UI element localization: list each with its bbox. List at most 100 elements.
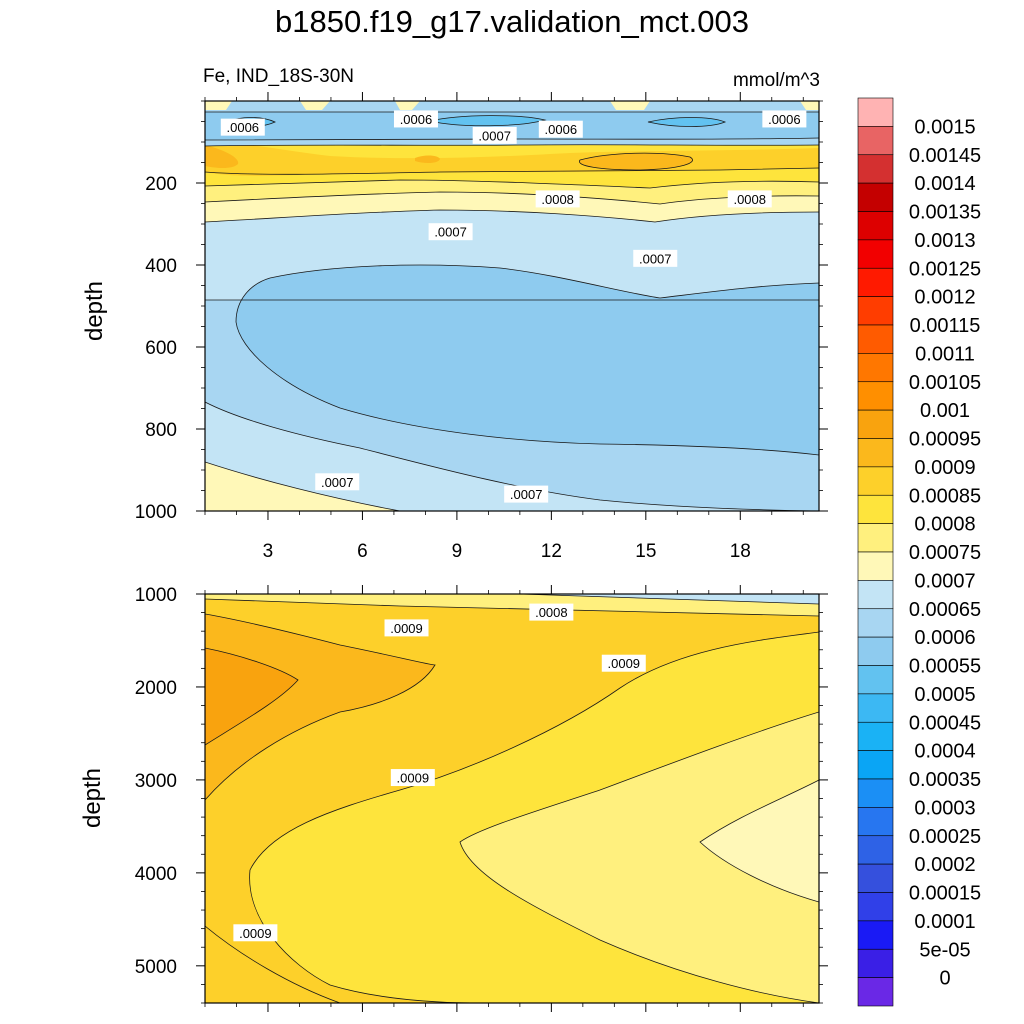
fill-lower-top-080 bbox=[205, 594, 819, 616]
contour-label-bg bbox=[393, 110, 438, 128]
colorbar-swatch-0 bbox=[857, 97, 894, 127]
y-tick-label-0-3: 800 bbox=[145, 420, 177, 441]
cline-lower-2 bbox=[205, 598, 819, 617]
units-label: mmol/m^3 bbox=[732, 70, 820, 91]
y-tick-label-1-2: 3000 bbox=[135, 771, 177, 792]
contour-label-0-6: .0008 bbox=[727, 190, 772, 208]
upper-y-axis-title: depth bbox=[81, 281, 108, 341]
contour-label-bg bbox=[428, 223, 473, 241]
cline-lower-6 bbox=[459, 711, 819, 1003]
colorbar-swatch-20 bbox=[857, 665, 894, 695]
y-tick-label-0-4: 1000 bbox=[135, 502, 177, 523]
contour-label-1-4: .0009 bbox=[233, 924, 278, 942]
colorbar-label-3: 0.00135 bbox=[909, 202, 981, 224]
upper-axis-ticks: 3 6 9 12 15 18 200 400 600 800 1000 bbox=[135, 92, 828, 562]
cline-upper-16 bbox=[647, 117, 727, 127]
lower-contour-fills bbox=[205, 594, 819, 1003]
upper-contour-fills bbox=[205, 101, 819, 511]
colorbar-swatch-1 bbox=[857, 126, 894, 156]
y-tick-label-0-1: 400 bbox=[145, 256, 177, 277]
fill-upper-blob-095c bbox=[415, 155, 440, 164]
contour-label-bg bbox=[233, 924, 278, 942]
contour-label-bg bbox=[472, 126, 517, 144]
contour-label-text: .0007 bbox=[434, 225, 467, 240]
contour-label-text: .0007 bbox=[321, 475, 354, 490]
contour-label-0-8: .0007 bbox=[633, 249, 678, 267]
contour-label-text: .0009 bbox=[608, 656, 641, 671]
contour-label-0-7: .0007 bbox=[428, 223, 473, 241]
fill-upper-core-060 bbox=[236, 265, 819, 455]
colorbar-label-27: 0.00015 bbox=[909, 883, 981, 905]
contour-label-bg bbox=[535, 190, 580, 208]
colorbar-label-30: 0 bbox=[939, 968, 950, 990]
colorbar-swatch-12 bbox=[857, 438, 894, 468]
contour-label-text: .0007 bbox=[639, 251, 672, 266]
colorbar-label-28: 0.0001 bbox=[914, 911, 975, 933]
y-tick-label-1-3: 4000 bbox=[135, 864, 177, 885]
contour-label-bg bbox=[315, 473, 360, 491]
cline-lower-4 bbox=[205, 613, 436, 801]
y-tick-label-0-2: 600 bbox=[145, 338, 177, 359]
cline-upper-1 bbox=[205, 461, 401, 511]
fill-lower-core-100 bbox=[205, 648, 298, 745]
contour-label-0-9: .0007 bbox=[315, 473, 360, 491]
fill-lower-right-075 bbox=[700, 780, 819, 902]
colorbar-swatch-10 bbox=[857, 381, 894, 411]
contour-label-0-5: .0008 bbox=[535, 190, 580, 208]
colorbar-label-24: 0.0003 bbox=[914, 797, 975, 819]
contour-label-bg bbox=[504, 485, 549, 503]
colorbar-swatch-25 bbox=[857, 807, 894, 837]
fill-upper-cap-075b bbox=[300, 101, 330, 110]
contour-label-bg bbox=[384, 619, 429, 637]
fill-upper-blob-095a bbox=[205, 145, 239, 168]
contour-label-text: .0006 bbox=[227, 120, 260, 135]
colorbar-swatch-23 bbox=[857, 750, 894, 780]
colorbar-swatch-29 bbox=[857, 920, 894, 950]
colorbar-label-13: 0.00085 bbox=[909, 485, 981, 507]
colorbar-label-22: 0.0004 bbox=[914, 741, 975, 763]
colorbar-swatch-4 bbox=[857, 211, 894, 241]
fill-upper-bottom-075 bbox=[205, 462, 400, 511]
lower-contour-labels: .0008 .0009 .0009 .0009 .0009 bbox=[233, 603, 646, 942]
cline-upper-8 bbox=[205, 167, 819, 175]
colorbar-label-1: 0.00145 bbox=[909, 145, 981, 167]
colorbar-swatch-15 bbox=[857, 523, 894, 553]
cline-upper-10 bbox=[205, 137, 819, 141]
cline-lower-3 bbox=[249, 631, 819, 1003]
contour-label-text: .0009 bbox=[390, 621, 423, 636]
x-tick-label-2: 9 bbox=[452, 541, 463, 562]
contour-label-1-0: .0008 bbox=[529, 603, 574, 621]
colorbar-label-8: 0.0011 bbox=[915, 343, 975, 365]
colorbar-swatch-26 bbox=[857, 835, 894, 865]
contour-label-text: .0008 bbox=[541, 192, 574, 207]
fill-upper-surface-055b bbox=[430, 115, 545, 126]
fill-upper-surface-055c bbox=[648, 117, 725, 127]
cline-upper-5 bbox=[205, 209, 819, 223]
contour-label-bg bbox=[390, 769, 435, 787]
colorbar-swatch-27 bbox=[857, 863, 894, 893]
colorbar-swatch-30 bbox=[857, 948, 894, 978]
lower-contour-lines bbox=[205, 594, 819, 1003]
colorbar-label-18: 0.0006 bbox=[914, 627, 975, 649]
colorbar-label-15: 0.00075 bbox=[909, 542, 981, 564]
cline-upper-4 bbox=[235, 277, 819, 456]
colorbar-swatch-21 bbox=[857, 693, 894, 723]
colorbar-swatch-7 bbox=[857, 296, 894, 326]
colorbar-label-20: 0.0005 bbox=[914, 684, 975, 706]
x-tick-label-0: 3 bbox=[263, 541, 274, 562]
contour-label-1-1: .0009 bbox=[384, 619, 429, 637]
fill-upper-blob-095b bbox=[579, 153, 693, 170]
colorbar-swatch-16 bbox=[857, 551, 894, 581]
colorbar-label-5: 0.00125 bbox=[909, 258, 981, 280]
contour-label-text: .0007 bbox=[478, 128, 511, 143]
upper-contour-lines bbox=[205, 111, 819, 511]
colorbar-label-16: 0.0007 bbox=[914, 570, 975, 592]
colorbar-swatch-24 bbox=[857, 778, 894, 808]
contour-label-1-2: .0009 bbox=[601, 654, 646, 672]
chart-title: b1850.f19_g17.validation_mct.003 bbox=[275, 4, 749, 39]
colorbar-swatch-2 bbox=[857, 154, 894, 184]
colorbar-swatch-3 bbox=[857, 182, 894, 212]
y-tick-label-1-0: 1000 bbox=[135, 585, 177, 606]
